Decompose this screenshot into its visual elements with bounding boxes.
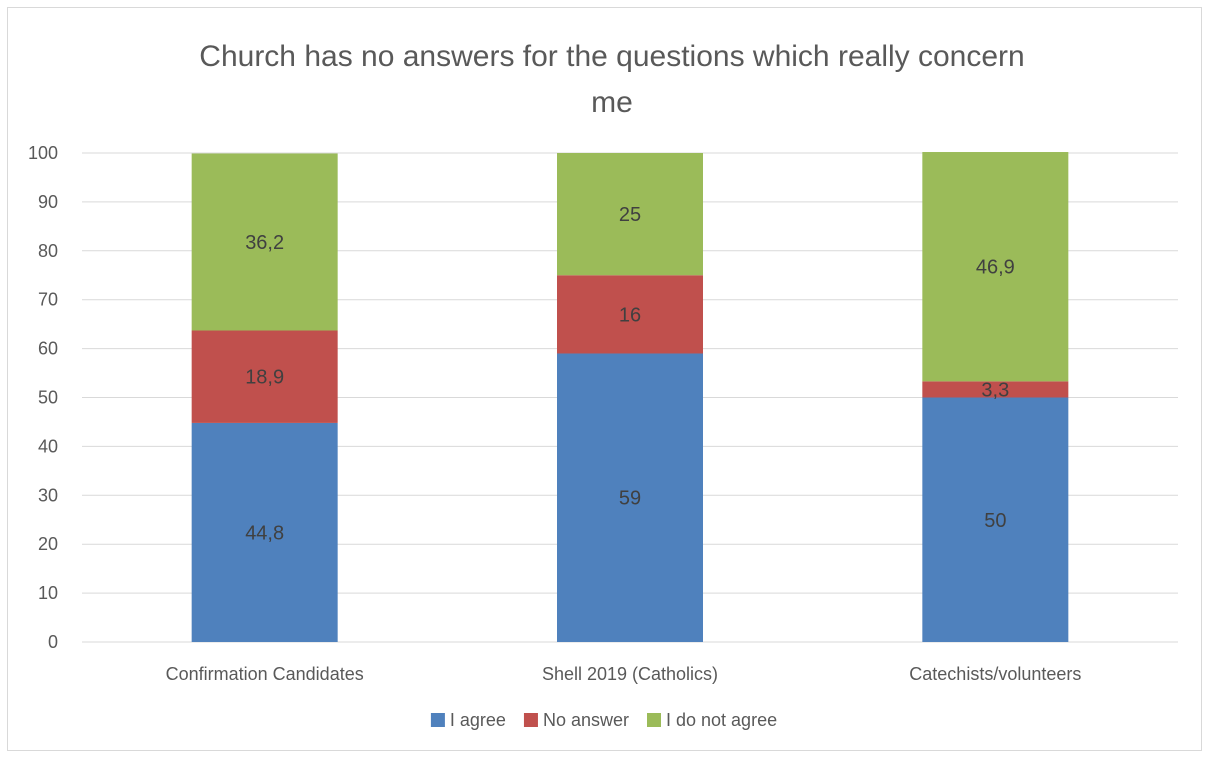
chart-title-line-2: me: [591, 86, 633, 119]
legend-label: I agree: [450, 710, 506, 730]
y-tick-label: 70: [38, 290, 58, 310]
y-tick-label: 60: [38, 339, 58, 359]
bar-segment: [922, 397, 1069, 642]
chart-title-line-1: Church has no answers for the questions …: [199, 40, 1024, 73]
legend-label: No answer: [543, 710, 629, 730]
y-tick-label: 30: [38, 485, 58, 505]
x-category-label: Shell 2019 (Catholics): [542, 664, 718, 684]
x-category-label: Catechists/volunteers: [909, 664, 1081, 684]
y-tick-label: 10: [38, 583, 58, 603]
bar-segment: [557, 275, 703, 354]
data-label: 16: [619, 304, 641, 326]
y-tick-label: 80: [38, 241, 58, 261]
bar-segment: [557, 153, 703, 276]
bar-segment: [922, 381, 1069, 398]
bar-segment: [557, 353, 703, 642]
y-tick-label: 40: [38, 436, 58, 456]
y-tick-label: 50: [38, 388, 58, 408]
data-label: 3,3: [981, 379, 1009, 401]
bars: [191, 152, 1069, 642]
data-label: 50: [984, 510, 1006, 532]
bar-segment: [191, 153, 338, 331]
data-label: 59: [619, 488, 641, 510]
data-label: 36,2: [245, 232, 284, 254]
data-label: 25: [619, 204, 641, 226]
bar-segment: [191, 330, 338, 423]
data-label: 44,8: [245, 522, 284, 544]
legend-swatch: [647, 713, 661, 727]
legend-swatch: [430, 713, 445, 727]
bar-segment: [922, 152, 1069, 382]
bar-segment: [191, 422, 338, 642]
x-axis: Confirmation Candidates Shell 2019 (Catho…: [166, 664, 1082, 684]
y-tick-label: 90: [38, 192, 58, 212]
y-tick-label: 0: [48, 632, 58, 652]
legend-label: I do not agree: [666, 710, 777, 730]
y-axis: 0 10 20 30 40 50 60 70 80 90 100: [28, 143, 58, 652]
y-tick-label: 20: [38, 534, 58, 554]
data-label: 18,9: [245, 367, 284, 389]
legend-swatch: [523, 713, 538, 727]
data-labels: 44,8 18,9 36,2 59 16 25 50 3,3 46,9: [245, 204, 1015, 544]
legend: I agree No answer I do not agree: [430, 710, 777, 730]
x-category-label: Confirmation Candidates: [166, 664, 364, 684]
data-label: 46,9: [976, 257, 1015, 279]
y-tick-label: 100: [28, 143, 58, 163]
